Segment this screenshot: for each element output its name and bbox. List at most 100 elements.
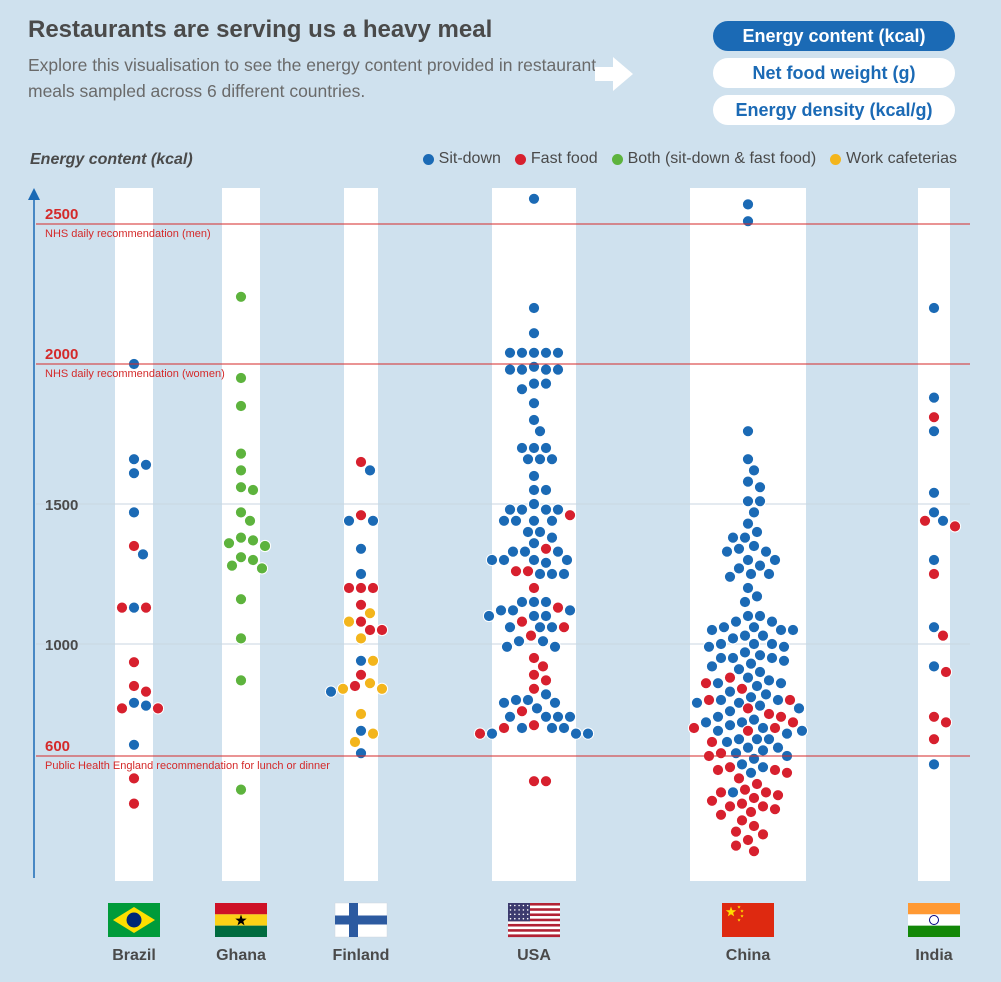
data-point-usa: [527, 719, 541, 732]
data-point-usa: [506, 545, 520, 558]
data-point-china: [726, 632, 740, 645]
data-point-china: [768, 803, 782, 816]
column-india: [918, 188, 950, 881]
data-point-china: [786, 716, 800, 729]
data-point-china: [699, 716, 713, 729]
data-point-brazil: [127, 656, 141, 669]
data-point-finland: [354, 598, 368, 611]
data-point-ghana: [234, 551, 248, 564]
net-food-weight-button[interactable]: Net food weight (g): [713, 58, 955, 88]
data-point-china: [738, 646, 752, 659]
data-point-china: [747, 752, 761, 765]
data-point-ghana: [234, 481, 248, 494]
data-point-brazil: [127, 467, 141, 480]
data-point-india: [927, 553, 941, 567]
data-point-finland: [354, 654, 368, 667]
data-point-usa: [515, 503, 529, 516]
reference-note-600: Public Health England recommendation for…: [45, 760, 330, 772]
data-point-china: [750, 525, 764, 539]
data-point-china: [750, 777, 764, 791]
data-point-china: [747, 819, 761, 833]
data-point-usa: [533, 567, 547, 581]
data-point-usa: [521, 565, 535, 578]
data-point-usa: [515, 595, 529, 609]
data-point-usa: [545, 567, 559, 581]
finland-flag-icon: [334, 902, 388, 938]
data-point-china: [765, 651, 779, 665]
data-point-india: [939, 716, 953, 729]
data-point-china: [750, 679, 764, 693]
reference-label-2500: 2500: [45, 206, 78, 223]
data-point-india: [927, 506, 941, 519]
data-point-china: [711, 710, 725, 723]
data-point-india: [927, 411, 941, 424]
data-point-india: [927, 758, 941, 771]
data-point-china: [741, 553, 755, 567]
energy-content-button[interactable]: Energy content (kcal): [713, 21, 955, 51]
data-point-usa: [527, 397, 541, 410]
legend-item-fastfood: Fast food: [514, 150, 598, 168]
reference-label-600: 600: [45, 738, 70, 755]
data-point-china: [735, 814, 749, 827]
data-point-china: [753, 559, 767, 572]
data-point-india: [927, 621, 941, 634]
legend-item-sitdown: Sit-down: [422, 150, 501, 168]
data-point-india: [936, 514, 950, 527]
data-point-usa: [512, 635, 526, 648]
data-point-china: [747, 637, 761, 651]
data-point-china: [735, 716, 749, 729]
data-point-usa: [545, 721, 559, 735]
data-point-ghana: [222, 537, 236, 550]
data-point-china: [765, 615, 779, 628]
data-point-usa: [539, 775, 553, 788]
data-point-china: [744, 805, 758, 819]
data-point-china: [738, 629, 752, 642]
data-point-china: [687, 721, 701, 735]
data-point-ghana: [234, 783, 248, 796]
data-point-usa: [581, 727, 595, 740]
data-point-usa: [548, 696, 562, 709]
data-point-brazil: [127, 797, 141, 810]
data-point-ghana: [234, 399, 248, 413]
data-point-finland: [363, 464, 377, 477]
reference-label-2000: 2000: [45, 346, 78, 363]
data-point-brazil: [127, 679, 141, 693]
data-point-china: [732, 696, 746, 709]
data-point-china: [735, 797, 749, 810]
data-point-china: [771, 741, 785, 754]
data-point-usa: [551, 710, 565, 723]
data-point-china: [723, 671, 737, 684]
data-point-china: [714, 786, 728, 799]
data-point-ghana: [246, 553, 260, 567]
data-point-finland: [354, 632, 368, 645]
data-point-china: [699, 677, 713, 690]
data-point-ghana: [234, 447, 248, 460]
data-point-usa: [527, 301, 541, 315]
data-point-usa: [527, 651, 541, 665]
data-point-china: [756, 800, 770, 813]
data-point-china: [741, 671, 755, 684]
data-point-brazil: [139, 458, 153, 471]
page-title: Restaurants are serving us a heavy meal: [28, 16, 493, 43]
data-point-china: [756, 721, 770, 735]
data-point-usa: [557, 567, 571, 581]
data-point-brazil: [151, 702, 165, 715]
legend-label-work: Work cafeterias: [846, 150, 957, 167]
data-point-usa: [527, 682, 541, 695]
data-point-china: [771, 789, 785, 802]
data-point-usa: [551, 346, 565, 359]
data-point-china: [729, 839, 743, 852]
energy-density-button[interactable]: Energy density (kcal/g): [713, 95, 955, 125]
data-point-usa: [515, 615, 529, 628]
data-point-china: [744, 691, 758, 704]
data-point-usa: [539, 346, 553, 359]
data-point-ghana: [246, 483, 260, 497]
data-point-china: [723, 761, 737, 774]
data-point-china: [711, 724, 725, 737]
data-point-usa: [551, 363, 565, 376]
data-point-ghana: [234, 290, 248, 303]
data-point-china: [705, 660, 719, 673]
data-point-usa: [545, 514, 559, 527]
data-point-china: [732, 562, 746, 575]
ghana-flag-icon: [215, 903, 267, 937]
